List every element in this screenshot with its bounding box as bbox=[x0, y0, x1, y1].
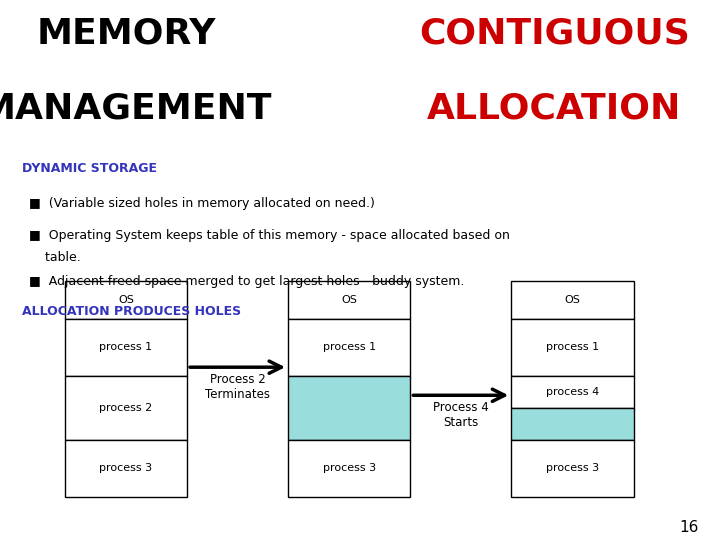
Bar bbox=[288, 375, 410, 440]
Text: Process 4
Starts: Process 4 Starts bbox=[433, 401, 489, 429]
Text: MEMORY: MEMORY bbox=[36, 16, 216, 50]
Bar bbox=[65, 375, 187, 440]
Bar bbox=[511, 408, 634, 440]
Text: ■  Operating System keeps table of this memory - space allocated based on: ■ Operating System keeps table of this m… bbox=[29, 230, 510, 242]
Text: process 4: process 4 bbox=[546, 387, 599, 397]
Text: process 1: process 1 bbox=[99, 342, 153, 352]
Bar bbox=[511, 281, 634, 319]
Text: ALLOCATION: ALLOCATION bbox=[427, 92, 682, 126]
Text: OS: OS bbox=[564, 295, 580, 305]
Bar bbox=[511, 319, 634, 375]
Text: ■  Adjacent freed space merged to get largest holes - buddy system.: ■ Adjacent freed space merged to get lar… bbox=[29, 275, 464, 288]
Text: MANAGEMENT: MANAGEMENT bbox=[0, 92, 272, 126]
Text: process 1: process 1 bbox=[323, 342, 376, 352]
Text: Process 2
Terminates: Process 2 Terminates bbox=[205, 373, 270, 401]
Text: table.: table. bbox=[29, 251, 81, 264]
Text: process 1: process 1 bbox=[546, 342, 599, 352]
Text: process 3: process 3 bbox=[323, 463, 376, 474]
Bar bbox=[288, 281, 410, 319]
Text: OS: OS bbox=[118, 295, 134, 305]
Text: ALLOCATION PRODUCES HOLES: ALLOCATION PRODUCES HOLES bbox=[22, 305, 240, 318]
Bar bbox=[288, 319, 410, 375]
Text: process 2: process 2 bbox=[99, 403, 153, 413]
Bar bbox=[65, 440, 187, 497]
Bar bbox=[65, 319, 187, 375]
Text: process 3: process 3 bbox=[99, 463, 153, 474]
Text: CONTIGUOUS: CONTIGUOUS bbox=[419, 16, 690, 50]
Bar bbox=[288, 440, 410, 497]
Text: ■  (Variable sized holes in memory allocated on need.): ■ (Variable sized holes in memory alloca… bbox=[29, 197, 374, 210]
Text: DYNAMIC STORAGE: DYNAMIC STORAGE bbox=[22, 162, 157, 175]
Text: process 3: process 3 bbox=[546, 463, 599, 474]
Bar bbox=[65, 281, 187, 319]
Bar bbox=[511, 440, 634, 497]
Text: 16: 16 bbox=[679, 519, 698, 535]
Text: OS: OS bbox=[341, 295, 357, 305]
Bar bbox=[511, 375, 634, 408]
